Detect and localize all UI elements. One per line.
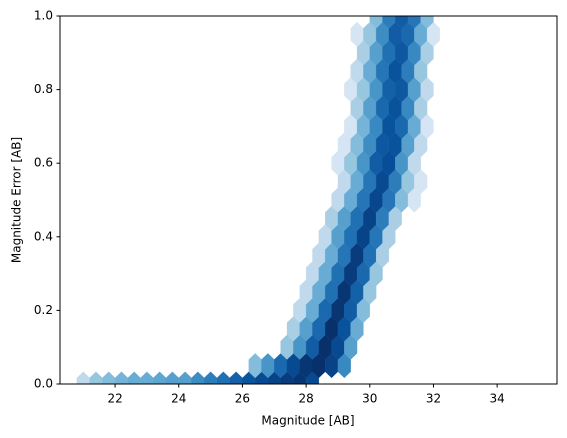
x-tick-label: 32	[426, 392, 441, 406]
hexbin-cell	[420, 16, 434, 29]
x-axis-label: Magnitude [AB]	[261, 414, 354, 428]
hexbin-layer	[76, 16, 440, 384]
hexbin-cell	[407, 16, 421, 29]
hexbin-cell	[369, 16, 383, 29]
x-tick-label: 26	[235, 392, 250, 406]
x-tick-label: 30	[362, 392, 377, 406]
y-tick-label: 1.0	[34, 9, 53, 23]
x-tick-label: 24	[171, 392, 186, 406]
y-tick-label: 0.2	[34, 303, 53, 317]
y-tick-label: 0.8	[34, 82, 53, 96]
x-tick-label: 28	[298, 392, 313, 406]
x-tick-label: 22	[107, 392, 122, 406]
y-tick-label: 0.0	[34, 377, 53, 391]
y-axis-label: Magnitude Error [AB]	[10, 137, 24, 263]
y-tick-label: 0.6	[34, 156, 53, 170]
x-tick-label: 34	[490, 392, 505, 406]
hexbin-cell	[382, 16, 396, 29]
hexbin-cell	[395, 16, 409, 29]
y-tick-label: 0.4	[34, 229, 53, 243]
plot-frame	[59, 15, 558, 385]
